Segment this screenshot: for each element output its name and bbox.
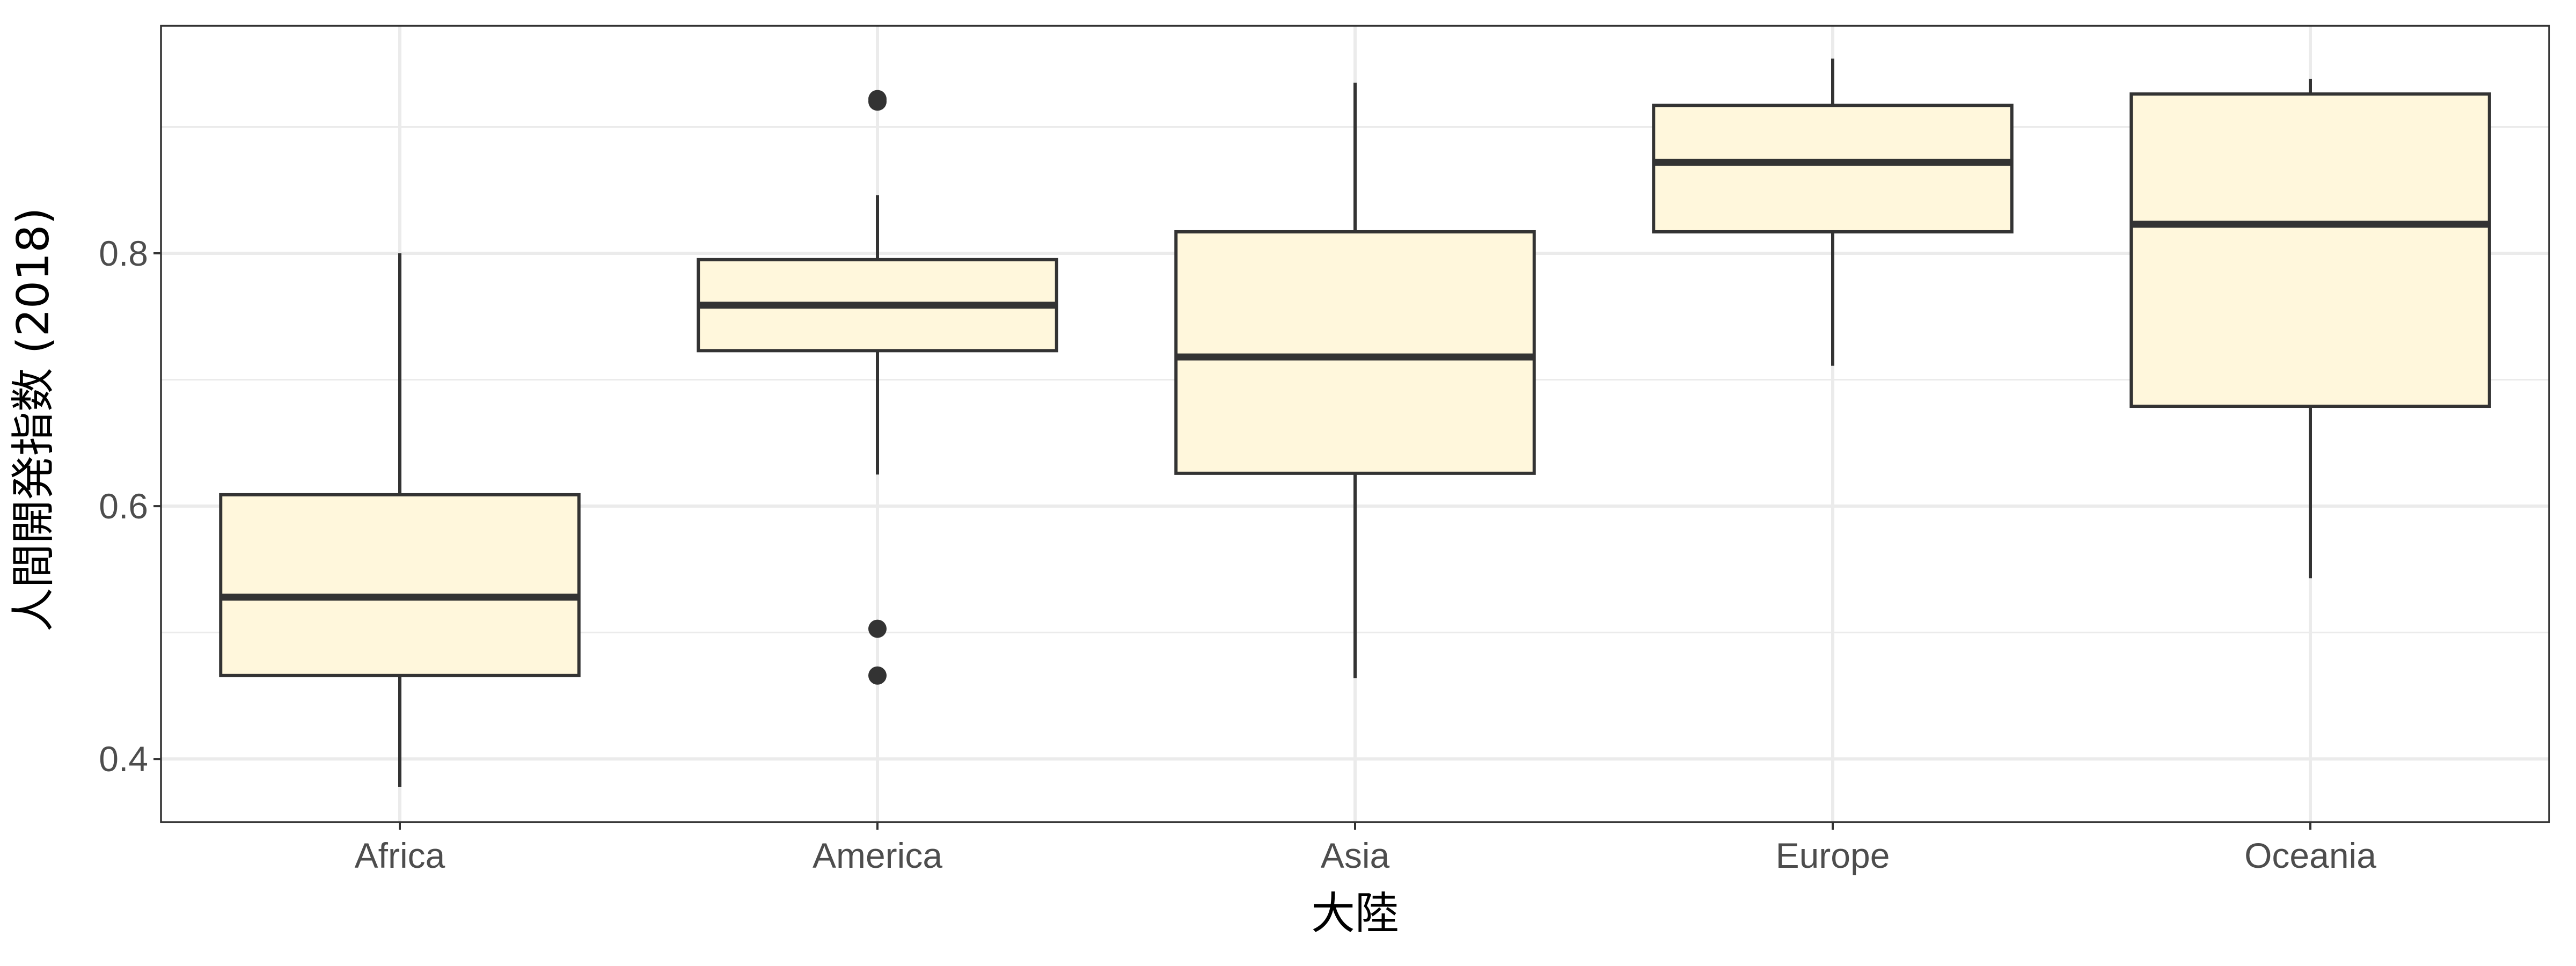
x-tick-label: Europe <box>1776 836 1890 875</box>
box-europe <box>1652 58 2014 366</box>
axis-layer: 0.4 0.6 0.8 Africa America Asia Europe Oceania <box>99 233 2376 875</box>
box-iqr <box>1174 230 1536 475</box>
box-iqr <box>2129 92 2491 408</box>
x-axis-title: 大陸 <box>1311 888 1399 939</box>
box-asia <box>1174 83 1536 678</box>
y-tick-label: 0.6 <box>99 486 148 526</box>
outlier-point <box>868 619 887 638</box>
box-layer <box>219 58 2491 787</box>
x-tick-label: America <box>813 836 942 875</box>
outlier-point <box>868 92 887 111</box>
x-tick-label: Africa <box>355 836 445 875</box>
box-iqr <box>1652 104 2014 233</box>
outlier-point <box>868 666 887 685</box>
box-oceania <box>2129 78 2491 579</box>
box-america <box>697 90 1058 685</box>
x-tick-label: Asia <box>1321 836 1390 875</box>
box-iqr <box>219 493 581 677</box>
y-tick-label: 0.8 <box>99 233 148 273</box>
y-axis-title: 人間開発指数 (2018) <box>8 208 59 632</box>
x-tick-label: Oceania <box>2244 836 2376 875</box>
y-tick-label: 0.4 <box>99 739 148 779</box>
box-africa <box>219 253 581 787</box>
